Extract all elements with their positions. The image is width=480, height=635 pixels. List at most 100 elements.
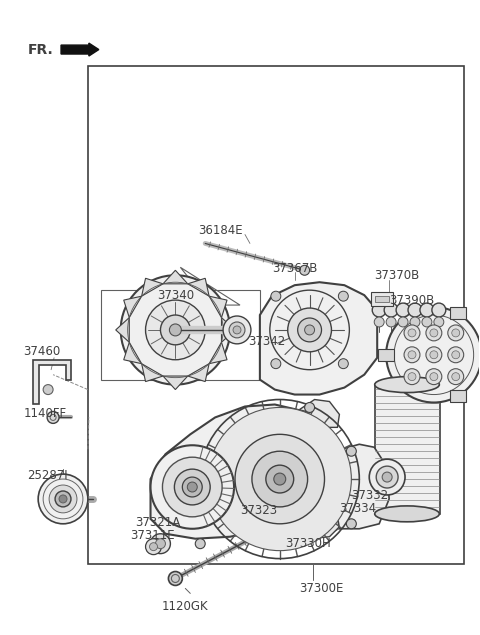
Polygon shape — [142, 278, 163, 296]
Circle shape — [120, 275, 230, 385]
Text: 1140FF: 1140FF — [23, 407, 66, 420]
Circle shape — [430, 373, 438, 380]
Polygon shape — [124, 342, 142, 364]
Bar — [450, 390, 466, 402]
Circle shape — [49, 485, 77, 513]
Circle shape — [426, 347, 442, 363]
Bar — [375, 385, 440, 514]
Circle shape — [288, 308, 332, 352]
Circle shape — [195, 538, 205, 549]
Circle shape — [430, 351, 438, 359]
Text: 37460: 37460 — [23, 345, 60, 358]
Circle shape — [452, 351, 460, 359]
Text: 36184E: 36184E — [198, 224, 242, 237]
Circle shape — [55, 491, 71, 507]
Bar — [101, 290, 260, 380]
Text: 37311E: 37311E — [131, 529, 175, 542]
Circle shape — [432, 303, 446, 317]
Bar — [88, 67, 464, 564]
Circle shape — [156, 538, 166, 549]
Circle shape — [266, 465, 294, 493]
Circle shape — [223, 316, 251, 344]
Circle shape — [338, 291, 348, 301]
Circle shape — [271, 291, 281, 301]
Circle shape — [187, 482, 197, 492]
Circle shape — [145, 538, 161, 554]
Text: 37300E: 37300E — [300, 582, 344, 595]
Circle shape — [38, 474, 88, 524]
Text: 37342: 37342 — [248, 335, 285, 349]
Circle shape — [162, 457, 222, 517]
Circle shape — [169, 324, 181, 336]
Circle shape — [396, 303, 410, 317]
Text: 37340: 37340 — [157, 289, 194, 302]
Circle shape — [305, 325, 314, 335]
Circle shape — [382, 472, 392, 482]
Circle shape — [208, 408, 351, 551]
Circle shape — [150, 543, 157, 551]
Bar — [375, 296, 389, 302]
Circle shape — [347, 519, 356, 529]
Circle shape — [376, 466, 398, 488]
Circle shape — [151, 445, 234, 529]
Circle shape — [452, 329, 460, 337]
Circle shape — [386, 307, 480, 403]
Circle shape — [448, 347, 464, 363]
Polygon shape — [335, 444, 389, 529]
Polygon shape — [209, 296, 227, 318]
Circle shape — [233, 326, 241, 334]
Circle shape — [398, 317, 408, 327]
Circle shape — [235, 434, 324, 524]
Circle shape — [448, 369, 464, 385]
Text: 1120GK: 1120GK — [162, 600, 209, 613]
Circle shape — [404, 347, 420, 363]
Circle shape — [408, 373, 416, 380]
Text: 37323: 37323 — [240, 504, 277, 518]
Circle shape — [43, 385, 53, 394]
Circle shape — [168, 572, 182, 585]
Polygon shape — [142, 364, 163, 382]
Circle shape — [151, 534, 170, 554]
Circle shape — [305, 403, 314, 413]
Text: 25287I: 25287I — [27, 469, 68, 481]
Circle shape — [182, 477, 202, 497]
Circle shape — [434, 317, 444, 327]
Polygon shape — [221, 318, 235, 342]
Circle shape — [408, 351, 416, 359]
Polygon shape — [300, 509, 339, 538]
Circle shape — [374, 317, 384, 327]
Circle shape — [404, 325, 420, 341]
Bar — [371, 292, 393, 306]
Bar — [378, 349, 394, 361]
Polygon shape — [163, 271, 188, 284]
Circle shape — [404, 369, 420, 385]
Circle shape — [408, 303, 422, 317]
Circle shape — [300, 265, 310, 275]
Circle shape — [386, 317, 396, 327]
Text: 37367B: 37367B — [272, 262, 317, 275]
Circle shape — [422, 317, 432, 327]
Circle shape — [408, 329, 416, 337]
Polygon shape — [151, 404, 339, 538]
Circle shape — [452, 373, 460, 380]
Polygon shape — [188, 364, 209, 382]
Circle shape — [347, 446, 356, 456]
Circle shape — [426, 369, 442, 385]
Circle shape — [430, 329, 438, 337]
Ellipse shape — [375, 377, 439, 392]
Text: FR.: FR. — [28, 43, 54, 57]
Circle shape — [298, 318, 322, 342]
Circle shape — [410, 317, 420, 327]
Polygon shape — [124, 296, 142, 318]
Circle shape — [59, 495, 67, 503]
Circle shape — [47, 411, 59, 424]
Text: 37330H: 37330H — [285, 537, 331, 550]
Polygon shape — [33, 360, 71, 404]
Circle shape — [372, 303, 386, 317]
Bar — [450, 307, 466, 319]
Circle shape — [274, 473, 286, 485]
Circle shape — [448, 325, 464, 341]
Circle shape — [229, 322, 245, 338]
Polygon shape — [260, 282, 377, 394]
Polygon shape — [163, 376, 188, 390]
